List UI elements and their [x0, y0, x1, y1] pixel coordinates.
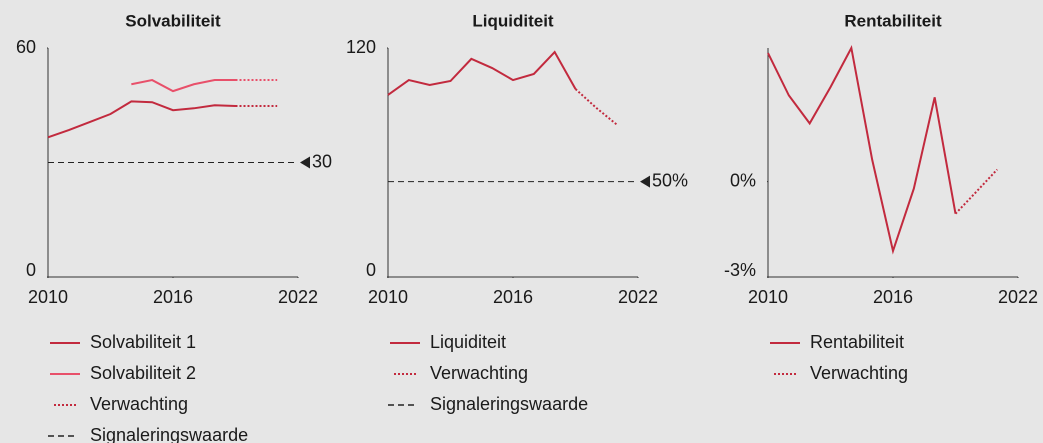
legend-label: Solvabiliteit 2 — [90, 363, 196, 383]
legend-label: Signaleringswaarde — [90, 425, 248, 443]
series-line — [47, 100, 236, 139]
series-line — [387, 50, 577, 96]
series-line — [131, 79, 236, 93]
chart-title: Liquiditeit — [472, 11, 554, 30]
series-line — [954, 168, 998, 215]
x-tick-label: 2010 — [368, 287, 408, 307]
threshold-label: 50% — [652, 170, 688, 190]
legend-label: Signaleringswaarde — [430, 394, 588, 414]
x-tick-label: 2016 — [493, 287, 533, 307]
y-tick-label: 0% — [730, 170, 756, 190]
chart-title: Solvabiliteit — [125, 11, 221, 30]
series-line — [574, 88, 618, 126]
x-tick-label: 2022 — [618, 287, 658, 307]
y-tick-label: -3% — [724, 260, 756, 280]
legend-label: Verwachting — [810, 363, 908, 383]
legend-label: Liquiditeit — [430, 332, 506, 352]
chart-title: Rentabiliteit — [844, 11, 942, 30]
series-line — [767, 45, 957, 255]
x-tick-label: 2010 — [748, 287, 788, 307]
threshold-arrow — [300, 156, 310, 169]
y-tick-label: 120 — [346, 37, 376, 57]
x-tick-label: 2016 — [153, 287, 193, 307]
x-tick-label: 2022 — [278, 287, 318, 307]
y-tick-label: 0 — [366, 260, 376, 280]
y-tick-label: 60 — [16, 37, 36, 57]
legend-label: Verwachting — [430, 363, 528, 383]
legend-label: Solvabiliteit 1 — [90, 332, 196, 352]
legend-label: Verwachting — [90, 394, 188, 414]
x-tick-label: 2016 — [873, 287, 913, 307]
x-tick-label: 2010 — [28, 287, 68, 307]
y-tick-label: 0 — [26, 260, 36, 280]
threshold-arrow — [640, 175, 650, 188]
x-tick-label: 2022 — [998, 287, 1038, 307]
legend-label: Rentabiliteit — [810, 332, 904, 352]
threshold-label: 30 — [312, 151, 332, 171]
